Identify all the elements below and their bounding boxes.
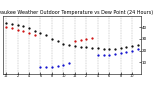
Title: Milwaukee Weather Outdoor Temperature vs Dew Point (24 Hours): Milwaukee Weather Outdoor Temperature vs… <box>0 10 154 15</box>
